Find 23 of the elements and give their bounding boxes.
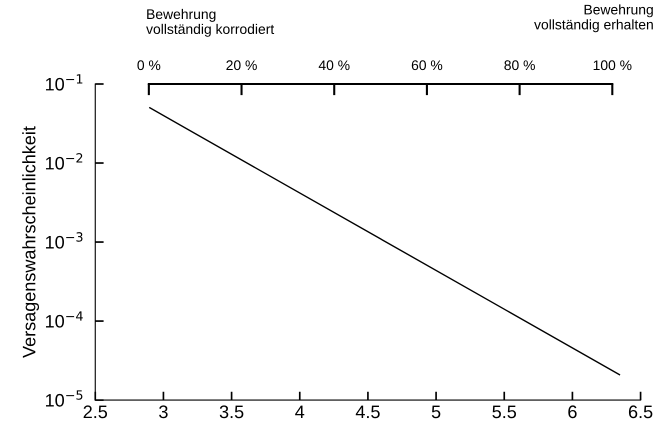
x2-tick-label: 40 % (318, 60, 350, 70)
x-tick-label: 4 (295, 406, 304, 418)
x2-tick-label: 0 % (137, 60, 160, 70)
x-tick-label: 5 (432, 406, 440, 418)
x2-tick-label: 60 % (412, 60, 442, 70)
text: Bewehrung vollständig korrodiert (146, 8, 274, 37)
x-tick-label: 6.5 (628, 405, 652, 418)
x-tick-label: 3.5 (220, 405, 244, 418)
x-tick-label: 4.5 (356, 406, 380, 418)
x-tick-label: 6 (568, 405, 577, 418)
y-tick-label: 10$^{−3}$ (46, 232, 82, 249)
x-tick-label: 3 (159, 405, 168, 418)
y-tick-label: 10$^{−1}$ (46, 74, 82, 91)
y-tick-label: 10$^{−5}$ (46, 390, 82, 407)
x-tick-label: 5.5 (492, 406, 516, 418)
y-tick-label: 10$^{−2}$ (46, 153, 82, 170)
y-axis-title: Versagenswahrscheinlichkeit (22, 126, 40, 358)
x-tick-label: 2.5 (84, 405, 108, 418)
x2-tick-label: 80 % (504, 60, 535, 70)
text: Bewehrung vollständig erhalten (534, 4, 653, 32)
x2-tick-label: 100 % (594, 60, 632, 70)
y-tick-label: 10$^{−4}$ (46, 311, 83, 328)
x2-tick-label: 20 % (226, 60, 257, 70)
